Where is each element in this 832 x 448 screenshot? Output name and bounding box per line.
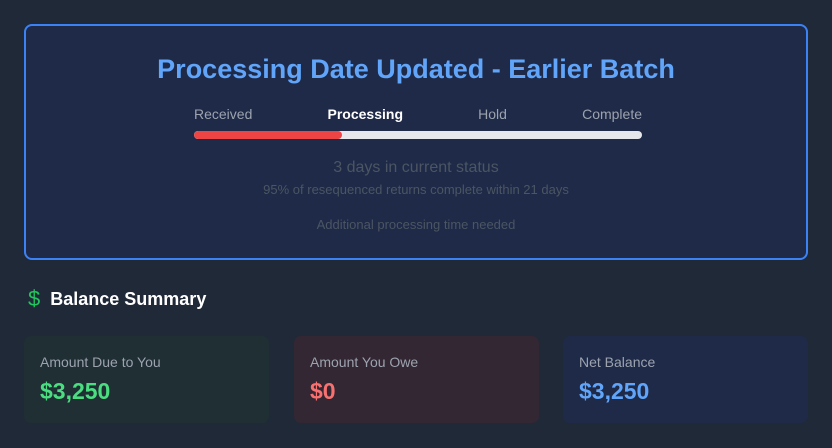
card-label: Amount Due to You <box>40 354 161 370</box>
card-label: Net Balance <box>579 354 656 370</box>
balance-summary-header: $ Balance Summary <box>28 286 206 312</box>
progress-bar <box>194 131 642 139</box>
step-hold: Hold <box>478 106 507 122</box>
status-panel: Processing Date Updated - Earlier Batch … <box>24 24 808 260</box>
amount-owe-card: Amount You Owe $0 <box>294 336 539 423</box>
progress-fill <box>194 131 342 139</box>
net-balance-card: Net Balance $3,250 <box>563 336 808 423</box>
amount-due-card: Amount Due to You $3,250 <box>24 336 269 423</box>
step-processing: Processing <box>327 106 403 122</box>
step-received: Received <box>194 106 253 122</box>
status-note: Additional processing time needed <box>316 217 516 232</box>
step-complete: Complete <box>582 106 642 122</box>
section-title: Balance Summary <box>50 288 207 309</box>
progress-steps: Received Processing Hold Complete <box>194 106 642 122</box>
card-value: $0 <box>310 378 336 404</box>
status-title: Processing Date Updated - Earlier Batch <box>157 54 675 84</box>
card-value: $3,250 <box>40 378 111 404</box>
completion-stat: 95% of resequenced returns complete with… <box>263 182 569 197</box>
card-value: $3,250 <box>579 378 650 404</box>
days-in-status: 3 days in current status <box>333 159 499 176</box>
card-label: Amount You Owe <box>310 354 419 370</box>
dollar-icon: $ <box>28 286 41 311</box>
